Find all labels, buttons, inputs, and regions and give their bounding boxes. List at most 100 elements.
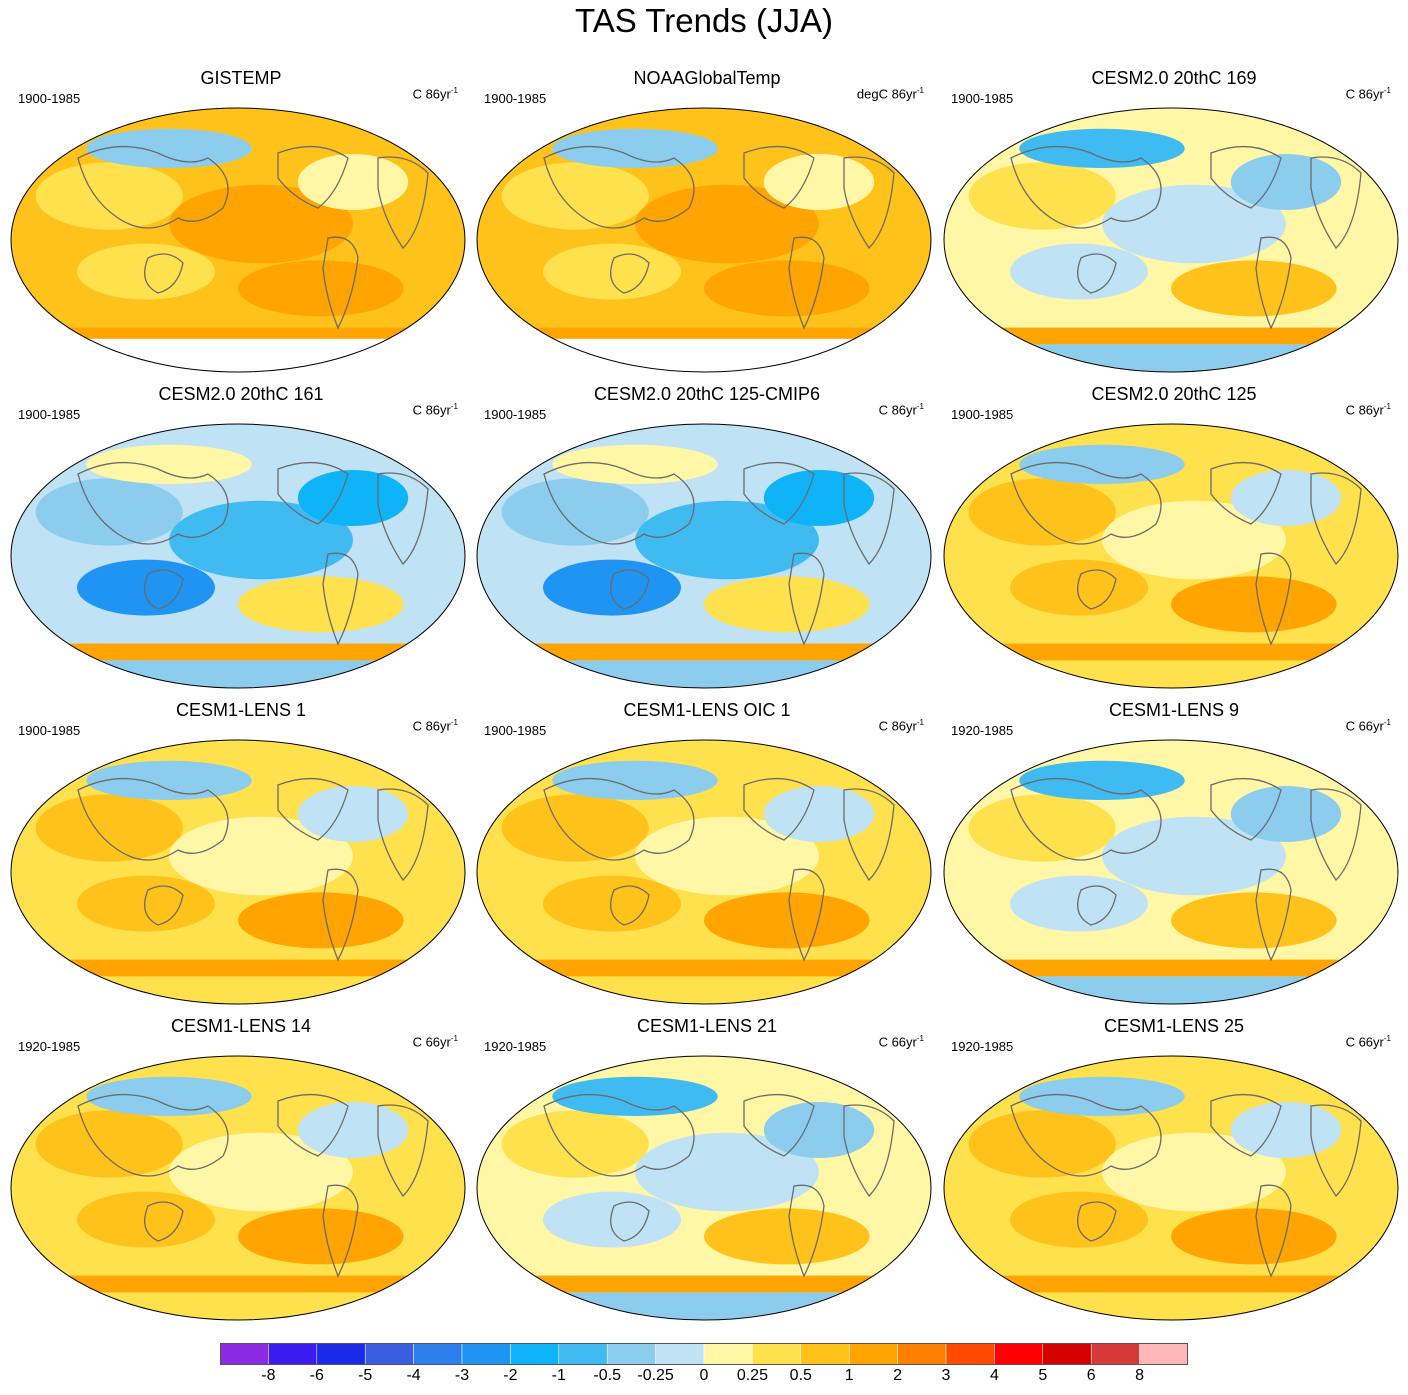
panel-period: 1900-1985 <box>18 723 81 738</box>
map-panel: NOAAGlobalTemp 1900-1985 degC 86yr-1 <box>474 64 940 380</box>
panel-units: C 86yr-1 <box>412 402 458 418</box>
colorbar-swatch <box>1090 1343 1140 1365</box>
map-panel: CESM2.0 20thC 161 1900-1985 C 86yr-1 <box>8 380 474 696</box>
trend-map <box>943 739 1399 1005</box>
trend-map <box>476 107 932 373</box>
colorbar-tick-label: 3 <box>941 1367 951 1384</box>
colorbar-swatch <box>703 1343 753 1365</box>
colorbar-tick-label: -3 <box>454 1367 470 1384</box>
trend-map <box>476 739 932 1005</box>
panel-units: C 66yr-1 <box>878 1034 924 1050</box>
panel-period: 1900-1985 <box>951 407 1014 422</box>
colorbar-swatch <box>848 1343 898 1365</box>
colorbar-tick-label: -2 <box>503 1367 518 1384</box>
colorbar-swatch <box>994 1343 1044 1365</box>
panel-period: 1900-1985 <box>951 91 1014 106</box>
colorbar-tick-label: -6 <box>309 1367 324 1384</box>
panel-units: C 86yr-1 <box>878 718 924 734</box>
colorbar-tick-label: -0.5 <box>593 1367 621 1384</box>
colorbar-swatch <box>800 1343 850 1365</box>
trend-map <box>943 423 1399 689</box>
panel-period: 1900-1985 <box>484 91 547 106</box>
trend-map <box>10 739 466 1005</box>
colorbar-tick-label: -8 <box>261 1367 276 1384</box>
colorbar-tick-label: -5 <box>358 1367 373 1384</box>
panel-title: NOAAGlobalTemp <box>633 68 781 88</box>
panel-units: C 86yr-1 <box>1345 402 1391 418</box>
colorbar-labels: -8 -6 -5 -4 -3 -2 -1 -0.5 -0.25 0 0.25 0.5 1 2 3 4 5 6 8 <box>0 1367 1408 1391</box>
colorbar-swatch <box>752 1343 802 1365</box>
figure-title: TAS Trends (JJA) <box>575 2 833 39</box>
colorbar-swatch <box>413 1343 463 1365</box>
trend-map <box>476 1055 932 1321</box>
panel-period: 1920-1985 <box>484 1039 547 1054</box>
colorbar-tick-label: 0.5 <box>789 1367 812 1384</box>
colorbar-swatch <box>897 1343 947 1365</box>
panel-units: C 66yr-1 <box>1345 1034 1391 1050</box>
trend-map <box>476 423 932 689</box>
panel-period: 1920-1985 <box>951 723 1014 738</box>
colorbar-tick-label: 6 <box>1086 1367 1096 1384</box>
map-panel: CESM2.0 20thC 125 1900-1985 C 86yr-1 <box>941 380 1407 696</box>
panel-title: CESM2.0 20thC 125-CMIP6 <box>593 384 821 404</box>
panel-title: CESM1-LENS 25 <box>1103 1016 1245 1036</box>
colorbar-swatch <box>220 1343 269 1365</box>
panel-period: 1900-1985 <box>484 407 547 422</box>
map-panel: CESM1-LENS 9 1920-1985 C 66yr-1 <box>941 696 1407 1012</box>
colorbar-swatch <box>655 1343 705 1365</box>
colorbar-swatch <box>461 1343 511 1365</box>
colorbar-swatch <box>510 1343 560 1365</box>
colorbar-tick-label: 8 <box>1135 1367 1145 1384</box>
panel-title: CESM1-LENS OIC 1 <box>623 700 791 720</box>
colorbar-tick-label: -0.25 <box>637 1367 674 1384</box>
panel-units: C 86yr-1 <box>412 86 458 102</box>
panel-units: C 86yr-1 <box>878 402 924 418</box>
panel-title: CESM1-LENS 21 <box>636 1016 778 1036</box>
panel-period: 1900-1985 <box>18 407 81 422</box>
panel-units: C 86yr-1 <box>412 718 458 734</box>
colorbar-swatch <box>268 1343 318 1365</box>
colorbar-tick-label: 2 <box>893 1367 903 1384</box>
map-panel: CESM1-LENS 1 1900-1985 C 86yr-1 <box>8 696 474 1012</box>
colorbar-tick-label: 0 <box>699 1367 709 1384</box>
colorbar-swatch <box>316 1343 366 1365</box>
panel-title: CESM1-LENS 1 <box>175 700 307 720</box>
map-panel: CESM1-LENS 14 1920-1985 C 66yr-1 <box>8 1012 474 1328</box>
panel-title: CESM2.0 20thC 125 <box>1091 384 1257 404</box>
panel-title: CESM2.0 20thC 169 <box>1091 68 1257 88</box>
colorbar-tick-label: -1 <box>551 1367 566 1384</box>
colorbar-tick-label: 1 <box>844 1367 854 1384</box>
colorbar-swatch <box>1042 1343 1092 1365</box>
map-panel: CESM2.0 20thC 125-CMIP6 1900-1985 C 86yr-1 <box>474 380 940 696</box>
colorbar-swatch <box>1139 1343 1188 1365</box>
colorbar-swatch <box>945 1343 995 1365</box>
panel-title: GISTEMP <box>200 68 282 88</box>
colorbar-tick-label: 5 <box>1038 1367 1048 1384</box>
panel-period: 1920-1985 <box>18 1039 81 1054</box>
map-panel: CESM2.0 20thC 169 1900-1985 C 86yr-1 <box>941 64 1407 380</box>
trend-map <box>943 107 1399 373</box>
panel-period: 1900-1985 <box>18 91 81 106</box>
map-panel: CESM1-LENS 21 1920-1985 C 66yr-1 <box>474 1012 940 1328</box>
panel-units: C 66yr-1 <box>412 1034 458 1050</box>
colorbar-tick-label: 4 <box>989 1367 999 1384</box>
map-panel: GISTEMP 1900-1985 C 86yr-1 <box>8 64 474 380</box>
colorbar <box>220 1343 1188 1365</box>
colorbar-swatch <box>606 1343 656 1365</box>
colorbar-swatch <box>558 1343 608 1365</box>
trend-map <box>10 1055 466 1321</box>
map-panel: CESM1-LENS 25 1920-1985 C 66yr-1 <box>941 1012 1407 1328</box>
panel-title: CESM2.0 20thC 161 <box>158 384 324 404</box>
panel-period: 1920-1985 <box>951 1039 1014 1054</box>
panel-title: CESM1-LENS 14 <box>170 1016 312 1036</box>
panel-units: degC 86yr-1 <box>856 86 924 102</box>
trend-map <box>943 1055 1399 1321</box>
trend-map <box>10 107 466 373</box>
panel-units: C 86yr-1 <box>1345 86 1391 102</box>
colorbar-tick-label: -4 <box>406 1367 421 1384</box>
colorbar-tick-label: 0.25 <box>736 1367 768 1384</box>
panel-title: CESM1-LENS 9 <box>1108 700 1240 720</box>
panel-units: C 66yr-1 <box>1345 718 1391 734</box>
map-panel: CESM1-LENS OIC 1 1900-1985 C 86yr-1 <box>474 696 940 1012</box>
colorbar-swatch <box>364 1343 414 1365</box>
